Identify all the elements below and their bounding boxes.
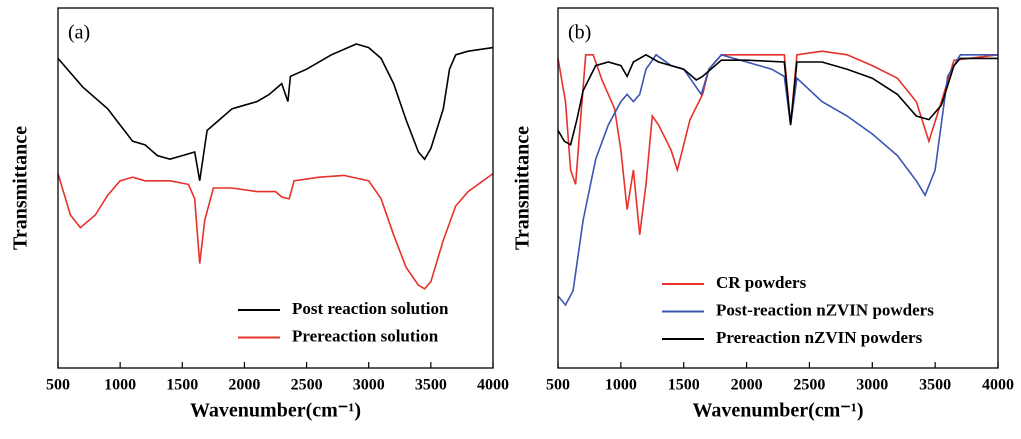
panel-label: (a): [68, 22, 90, 44]
x-tick-label: 500: [546, 377, 570, 394]
x-tick-label: 2000: [228, 377, 260, 394]
x-tick-label: 4000: [982, 377, 1014, 394]
legend-label: Prereaction solution: [292, 326, 439, 345]
spectrum-line: [557, 50, 999, 235]
panel-label: (b): [568, 22, 591, 44]
x-tick-label: 1500: [668, 377, 700, 394]
x-tick-label: 1500: [166, 377, 198, 394]
x-tick-label: 500: [46, 377, 70, 394]
legend-label: Prereaction nZVIN powders: [716, 328, 923, 347]
y-axis-label: Transmittance: [512, 126, 534, 250]
y-axis-label: Transmittance: [10, 126, 32, 250]
plot-frame: [557, 7, 999, 369]
x-tick-label: 3500: [415, 377, 447, 394]
plot-frame: [57, 7, 494, 369]
x-tick-label: 1000: [104, 377, 136, 394]
spectrum-line: [557, 53, 998, 147]
spectrum-line: [57, 43, 494, 181]
spectrum-line: [57, 172, 494, 290]
x-tick-label: 3500: [919, 377, 951, 394]
x-tick-label: 3000: [856, 377, 888, 394]
x-tick-label: 2500: [291, 377, 323, 394]
x-tick-label: 4000: [477, 377, 509, 394]
x-tick-label: 3000: [353, 377, 385, 394]
x-tick-label: 2500: [793, 377, 825, 394]
x-tick-label: 2000: [731, 377, 763, 394]
x-tick-label: 1000: [605, 377, 637, 394]
legend-label: CR powders: [716, 273, 807, 292]
legend-label: Post reaction solution: [292, 299, 449, 318]
legend-label: Post-reaction nZVIN powders: [716, 300, 934, 319]
spectrum-line: [557, 53, 998, 307]
x-axis-label: Wavenumber(cm⁻¹): [693, 400, 864, 422]
x-axis-label: Wavenumber(cm⁻¹): [190, 400, 361, 422]
